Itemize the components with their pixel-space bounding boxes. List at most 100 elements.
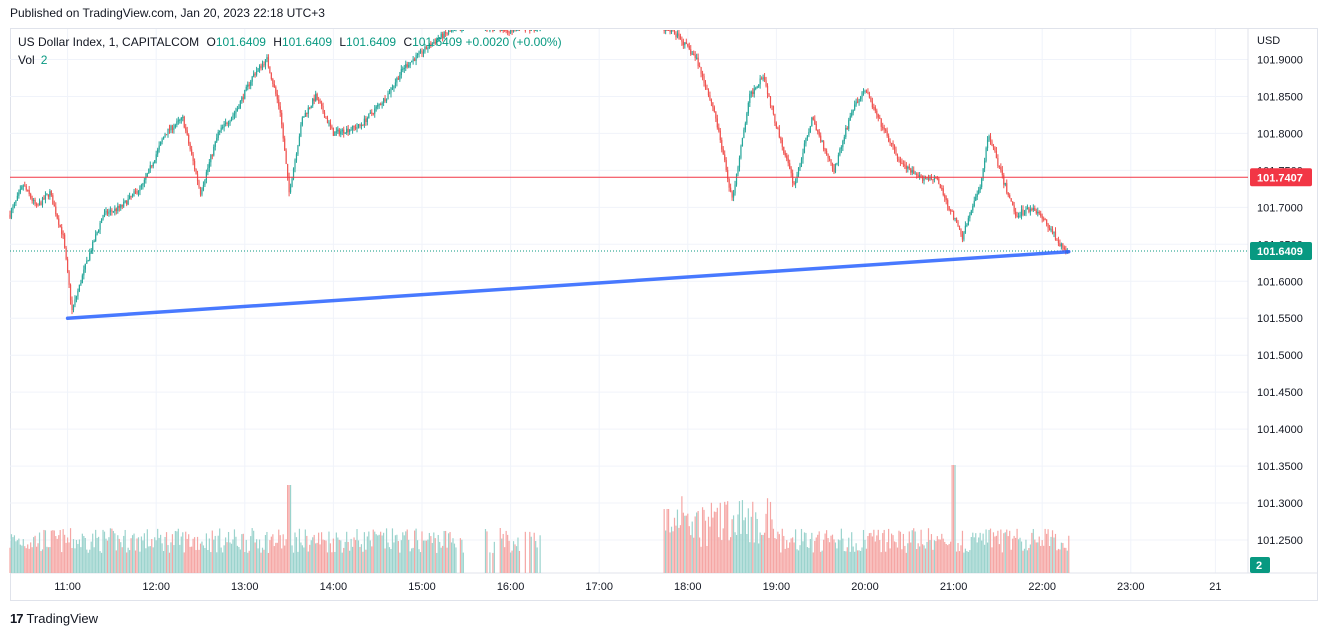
volume-bar <box>687 513 689 573</box>
volume-bar <box>83 535 85 573</box>
candle-body <box>907 166 909 169</box>
candle-body <box>393 85 395 89</box>
candle-body <box>235 111 237 114</box>
candle-body <box>86 260 88 264</box>
tradingview-logo-icon: 17 <box>10 611 24 626</box>
candle-body <box>761 78 763 80</box>
volume-bar <box>129 550 131 573</box>
candle-body <box>400 69 402 76</box>
volume-bar <box>885 551 887 573</box>
volume-bar <box>16 540 18 573</box>
candle-body <box>211 155 213 157</box>
currency-label: USD <box>1257 35 1281 47</box>
candle-body <box>713 107 715 112</box>
volume-bar <box>59 530 61 573</box>
volume-bar <box>998 544 1000 573</box>
volume-bar <box>450 542 453 573</box>
candle-body <box>220 127 222 131</box>
x-tick-label: 17:00 <box>585 581 613 593</box>
volume-bar <box>307 551 309 573</box>
volume-bar <box>908 531 910 573</box>
candle-body <box>185 127 187 131</box>
candle-body <box>362 125 364 127</box>
volume-bar <box>396 534 398 573</box>
volume-bar <box>158 537 160 573</box>
candle-body <box>975 196 977 201</box>
candle-body <box>486 30 488 31</box>
volume-bar <box>867 535 869 573</box>
volume-bar <box>192 538 194 573</box>
candle-body <box>707 89 710 96</box>
candle-body <box>1009 195 1011 199</box>
volume-bar <box>797 550 800 573</box>
volume-bar <box>443 530 445 573</box>
candle-body <box>981 178 983 187</box>
volume-bar <box>1059 549 1061 573</box>
volume-bar <box>682 512 684 573</box>
volume-bar <box>1028 547 1030 573</box>
volume-bar <box>229 542 231 573</box>
volume-bar <box>397 541 399 573</box>
candle-body <box>142 183 144 186</box>
volume-bar <box>75 539 78 573</box>
candle-body <box>78 284 81 291</box>
volume-bar <box>803 532 806 573</box>
candle-body <box>1059 243 1061 247</box>
volume-bar <box>958 551 961 573</box>
candle-body <box>901 162 903 164</box>
candle-body <box>1001 170 1003 176</box>
volume-bar <box>210 552 212 573</box>
candle-body <box>360 125 363 127</box>
volume-bar <box>133 533 135 573</box>
x-tick-label: 11:00 <box>54 581 81 593</box>
candle-body <box>1044 219 1046 221</box>
candle-body <box>709 95 711 100</box>
candle-body <box>984 160 986 169</box>
candle-body <box>842 141 844 148</box>
candle-body <box>693 53 695 56</box>
candle-body <box>524 30 526 31</box>
candle-body <box>256 71 258 75</box>
volume-bar <box>388 547 391 573</box>
volume-bar <box>439 541 441 573</box>
footer-branding[interactable]: 17 TradingView <box>10 611 98 626</box>
volume-bar <box>893 541 896 573</box>
volume-bar <box>406 529 408 573</box>
candle-body <box>765 80 767 86</box>
y-tick-label: 101.2500 <box>1257 535 1303 547</box>
candle-body <box>724 154 726 161</box>
candle-body <box>1013 205 1015 212</box>
candle-body <box>914 173 916 175</box>
volume-bar <box>341 552 343 573</box>
trendline[interactable] <box>65 249 1071 320</box>
volume-bar <box>196 536 199 573</box>
volume-bar <box>955 551 958 573</box>
candle-body <box>227 123 230 125</box>
candle-body <box>24 185 26 187</box>
candle-body <box>941 188 943 190</box>
volume-bar <box>354 540 357 573</box>
candle-body <box>304 112 306 117</box>
volume-bar <box>33 537 35 573</box>
candle-body <box>72 305 75 311</box>
candle-body <box>518 30 521 31</box>
volume-bar <box>820 551 822 573</box>
candle-body <box>691 53 693 55</box>
candle-body <box>1035 210 1037 214</box>
volume-bar <box>857 550 859 573</box>
candle-body <box>512 30 515 32</box>
candle-body <box>855 101 857 105</box>
volume-bar <box>972 532 974 573</box>
volume-bar <box>778 534 780 573</box>
symbol-name[interactable]: US Dollar Index, 1, CAPITALCOM <box>18 35 200 49</box>
volume-bar <box>442 545 444 573</box>
y-tick-label: 101.4000 <box>1257 424 1303 436</box>
volume-bar <box>777 531 779 573</box>
volume-bar <box>105 538 107 573</box>
volume-label[interactable]: Vol <box>18 53 35 67</box>
candle-body <box>697 57 699 67</box>
volume-bar <box>93 547 95 573</box>
candle-body <box>173 127 175 131</box>
volume-bar <box>204 548 206 573</box>
